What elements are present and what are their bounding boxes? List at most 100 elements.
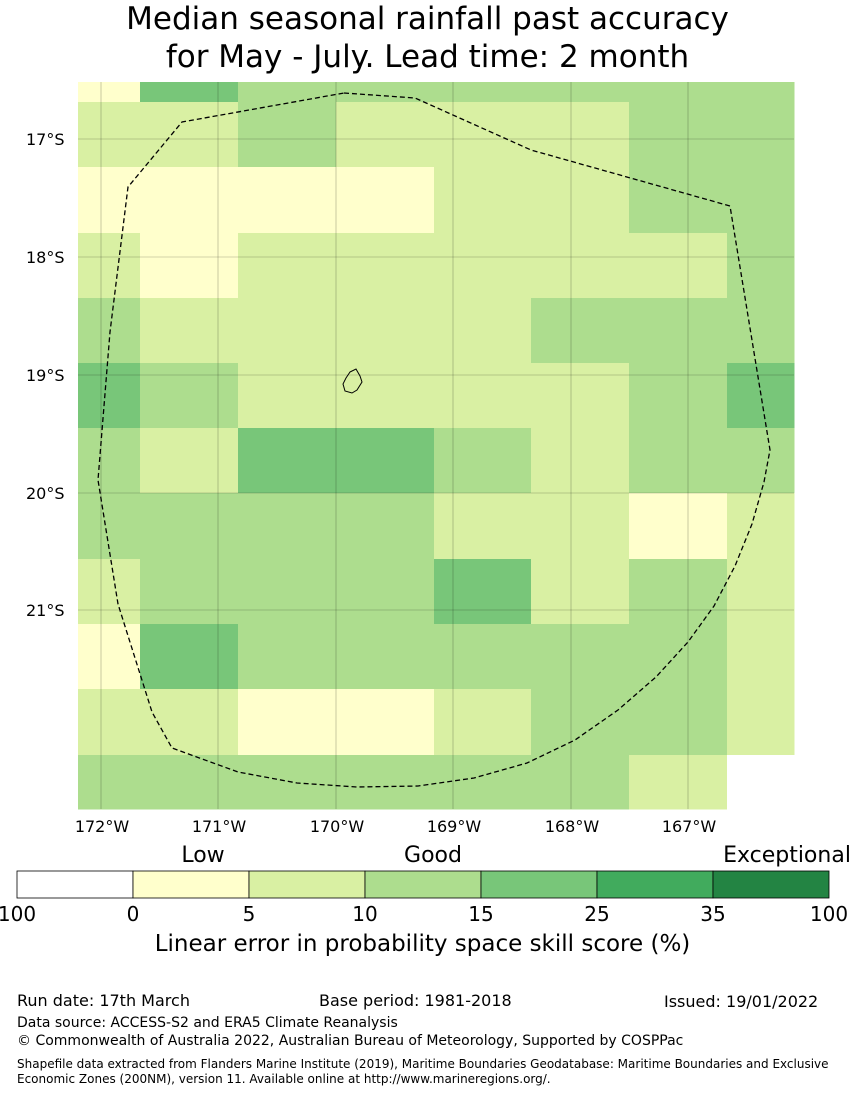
eez-boundary	[97, 92, 771, 788]
skill-score-map	[78, 82, 795, 810]
map-cell	[629, 493, 728, 560]
map-cell	[727, 363, 795, 429]
lon-label-169w: 169°W	[426, 817, 482, 836]
map-cell	[78, 82, 141, 103]
map-cell	[336, 559, 435, 625]
issued-date: Issued: 19/01/2022	[664, 992, 819, 1011]
map-cell	[78, 559, 141, 625]
map-cell	[238, 82, 337, 103]
map-cell	[531, 428, 630, 494]
map-cell	[78, 363, 141, 429]
map-cell	[238, 167, 337, 234]
map-cell	[434, 559, 532, 625]
map-grid-cells	[78, 82, 795, 810]
map-cell	[78, 428, 141, 494]
map-cell	[531, 82, 630, 103]
map-cell	[727, 102, 795, 168]
map-cell	[434, 689, 532, 756]
map-cell	[336, 493, 435, 560]
colorbar-segment	[712, 870, 830, 899]
map-cell	[140, 298, 239, 364]
map-cell	[238, 559, 337, 625]
map-cell	[434, 298, 532, 364]
map-cell	[629, 428, 728, 494]
lat-label-19s: 19°S	[26, 366, 65, 385]
map-cell	[629, 298, 728, 364]
shapefile-credit-line1: Shapefile data extracted from Flanders M…	[17, 1057, 829, 1071]
map-cell	[629, 82, 728, 103]
map-cell	[78, 298, 141, 364]
map-cell	[629, 167, 728, 234]
colorbar-title: Linear error in probability space skill …	[154, 931, 691, 957]
colorbar-tick: 5	[242, 902, 256, 926]
map-cell	[727, 428, 795, 494]
colorbar	[16, 870, 830, 899]
map-cell	[727, 233, 795, 299]
map-cell	[629, 363, 728, 429]
map-cell	[238, 298, 337, 364]
lon-label-171w: 171°W	[191, 817, 247, 836]
map-cell	[434, 428, 532, 494]
map-cell	[629, 559, 728, 625]
lon-label-167w: 167°W	[661, 817, 717, 836]
map-cell	[140, 233, 239, 299]
map-cell	[727, 689, 795, 756]
map-cell	[727, 493, 795, 560]
colorbar-segment	[132, 870, 250, 899]
chart-title-line1: Median seasonal rainfall past accuracy	[126, 1, 729, 37]
chart-title-line2: for May - July. Lead time: 2 month	[165, 39, 690, 75]
colorbar-tick: 15	[468, 902, 494, 926]
colorbar-tick: 100	[0, 902, 37, 926]
colorbar-tick: 25	[584, 902, 610, 926]
map-cell	[336, 233, 435, 299]
lat-label-21s: 21°S	[26, 601, 65, 620]
map-cell	[531, 559, 630, 625]
map-cell	[140, 82, 239, 103]
map-gridlines	[78, 82, 794, 809]
lat-label-17s: 17°S	[26, 130, 65, 149]
map-cell	[140, 363, 239, 429]
map-cell	[238, 624, 337, 690]
colorbar-segment	[596, 870, 714, 899]
map-cell	[434, 755, 532, 810]
shapefile-credit-line2: Economic Zones (200NM), version 11. Avai…	[17, 1072, 551, 1086]
map-cell	[629, 233, 728, 299]
lat-label-20s: 20°S	[26, 484, 65, 503]
colorbar-segment	[248, 870, 366, 899]
map-cell	[531, 298, 630, 364]
map-cell	[140, 624, 239, 690]
map-cell	[629, 689, 728, 756]
lat-label-18s: 18°S	[26, 248, 65, 267]
map-cell	[336, 167, 435, 234]
map-cell	[140, 493, 239, 560]
map-cell	[78, 624, 141, 690]
map-cell	[78, 102, 141, 168]
map-cell	[629, 102, 728, 168]
map-cell	[78, 493, 141, 560]
niue-island	[342, 368, 363, 394]
lon-label-172w: 172°W	[74, 817, 130, 836]
lon-label-170w: 170°W	[309, 817, 365, 836]
map-cell	[531, 755, 630, 810]
map-cell	[629, 755, 728, 810]
map-cell	[727, 82, 795, 103]
map-cell	[531, 233, 630, 299]
map-cell	[336, 755, 435, 810]
map-cell	[629, 624, 728, 690]
map-cell	[336, 363, 435, 429]
map-cell	[727, 755, 795, 810]
map-cell	[336, 624, 435, 690]
map-cell	[78, 167, 141, 234]
colorbar-tick: 10	[352, 902, 378, 926]
map-cell	[78, 689, 141, 756]
map-cell	[336, 428, 435, 494]
run-date: Run date: 17th March	[17, 991, 190, 1010]
map-cell	[238, 689, 337, 756]
map-cell	[336, 298, 435, 364]
map-cell	[434, 102, 532, 168]
map-cell	[140, 755, 239, 810]
map-cell	[238, 102, 337, 168]
map-cell	[140, 428, 239, 494]
map-cell	[434, 624, 532, 690]
map-cell	[140, 167, 239, 234]
